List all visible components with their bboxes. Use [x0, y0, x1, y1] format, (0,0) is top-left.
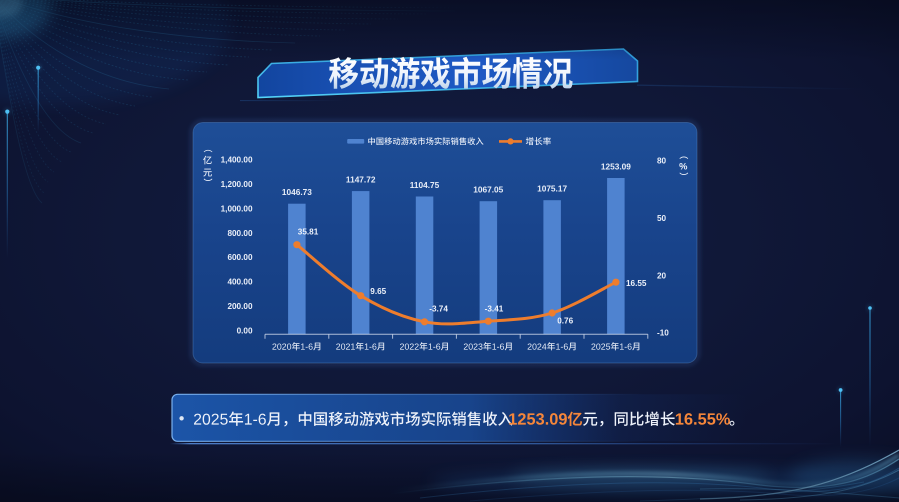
- svg-text:1075.17: 1075.17: [537, 184, 567, 194]
- svg-text:-3.41: -3.41: [485, 304, 504, 313]
- svg-text:200.00: 200.00: [227, 302, 252, 311]
- svg-text:20: 20: [657, 271, 667, 280]
- svg-text:0.00: 0.00: [237, 326, 253, 335]
- svg-text:400.00: 400.00: [227, 278, 252, 287]
- svg-text:0.76: 0.76: [557, 317, 573, 326]
- svg-text:16.55: 16.55: [626, 279, 647, 288]
- svg-text:%: %: [679, 162, 688, 172]
- svg-text:1046.73: 1046.73: [282, 187, 312, 197]
- svg-text:1067.05: 1067.05: [473, 185, 503, 195]
- svg-text:1,400.00: 1,400.00: [221, 156, 253, 165]
- svg-text:50: 50: [657, 214, 667, 223]
- svg-text:1,000.00: 1,000.00: [221, 204, 253, 213]
- svg-text:800.00: 800.00: [227, 229, 252, 238]
- svg-text:-3.74: -3.74: [429, 304, 448, 313]
- svg-text:1253.09: 1253.09: [601, 161, 631, 171]
- svg-text:80: 80: [657, 157, 667, 166]
- svg-text:35.81: 35.81: [298, 228, 319, 237]
- svg-text:1147.72: 1147.72: [346, 174, 376, 184]
- svg-text:1,200.00: 1,200.00: [221, 180, 253, 189]
- svg-text:600.00: 600.00: [227, 253, 252, 262]
- svg-text:-10: -10: [657, 329, 669, 338]
- svg-text:1104.75: 1104.75: [410, 180, 440, 190]
- svg-text:9.65: 9.65: [370, 287, 386, 296]
